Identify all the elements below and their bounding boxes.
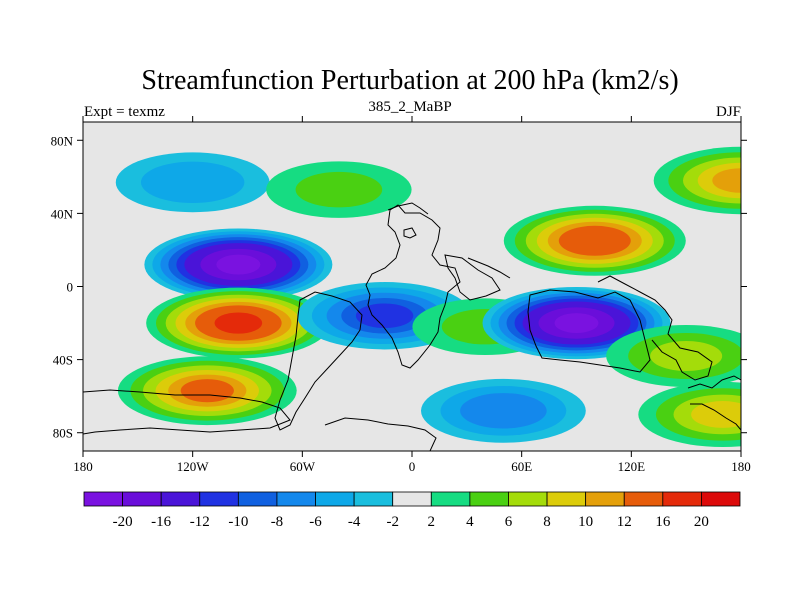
contour-band: [214, 312, 263, 334]
contour-band: [216, 254, 261, 275]
colorbar-swatch: [469, 491, 509, 507]
chart-title: Streamfunction Perturbation at 200 hPa (…: [141, 65, 678, 96]
field-feature-low-southern-ocean: [420, 378, 586, 443]
y-tick-label: 80N: [51, 133, 74, 148]
colorbar-label: 10: [578, 514, 593, 530]
field-feature-low-north-pacific: [115, 152, 270, 213]
colorbar-swatch: [585, 491, 625, 507]
colorbar-swatch: [353, 491, 394, 507]
colorbar-label: -20: [113, 514, 133, 530]
x-tick-label: 120W: [177, 459, 210, 474]
colorbar-label: 8: [543, 514, 551, 530]
right-string: DJF: [716, 104, 741, 120]
field-feature-high-far-southeast-pacific: [117, 356, 297, 426]
colorbar-swatch: [623, 491, 664, 507]
colorbar-label: -12: [190, 514, 210, 530]
colorbar-swatch: [662, 491, 702, 507]
contour-band: [558, 225, 631, 256]
field-feature-high-far-south-pacific: [638, 381, 741, 448]
colorbar-swatch: [122, 491, 162, 507]
contour-band: [295, 171, 383, 208]
map-axes: 180 120W 60W 0 60E 120E 180 80N 40N 0 40S 80S: [51, 116, 751, 474]
coast-arabia: [444, 254, 501, 301]
coast-antarctica: [324, 417, 437, 451]
y-tick-label: 80S: [53, 426, 73, 441]
colorbar-label: -8: [271, 514, 284, 530]
colorbar-label: -16: [151, 514, 171, 530]
field-feature-high-north-pacific-west: [653, 146, 741, 215]
colorbar-swatch: [199, 491, 239, 507]
contour-band: [355, 303, 414, 329]
x-tick-label: 180: [731, 459, 751, 474]
x-tick-label: 120E: [618, 459, 646, 474]
field-feature-high-north-america: [266, 161, 412, 218]
colorbar: -20 -16 -12 -10 -8 -6 -4 -2 2 4 6 8 10 12 16 20: [83, 491, 741, 530]
coast-south-america: [274, 291, 363, 431]
colorbar-label: -10: [228, 514, 248, 530]
field-feature-high-asia: [503, 205, 686, 276]
field-feature-high-south-pacific: [606, 324, 741, 387]
colorbar-swatch: [160, 491, 201, 507]
colorbar-label: 4: [466, 514, 474, 530]
coast-australia-indonesia: [527, 289, 651, 373]
contour-band: [650, 340, 723, 371]
y-tick-label: 40N: [51, 206, 74, 221]
colorbar-label: 16: [655, 514, 671, 530]
colorbar-swatch: [237, 491, 278, 507]
field-feature-low-tropical-east-pacific: [144, 228, 333, 301]
coast-far-east: [687, 375, 741, 431]
chart-subtitle: 385_2_MaBP: [368, 99, 451, 115]
left-string: Expt = texmz: [84, 104, 165, 120]
colorbar-label: 12: [617, 514, 632, 530]
contour-band: [712, 168, 741, 193]
map-panel: [82, 121, 742, 452]
x-tick-label: 180: [73, 459, 93, 474]
x-tick-label: 60E: [511, 459, 532, 474]
colorbar-swatch: [315, 491, 355, 507]
contour-band: [691, 401, 741, 428]
colorbar-swatch: [276, 491, 316, 507]
colorbar-swatch: [546, 491, 587, 507]
colorbar-label: 2: [428, 514, 436, 530]
contour-field: [115, 146, 741, 448]
contour-band: [460, 393, 547, 429]
colorbar-swatch: [392, 491, 432, 507]
colorbar-swatch: [430, 491, 471, 507]
y-tick-label: 40S: [53, 353, 73, 368]
y-tick-label: 0: [67, 280, 74, 295]
colorbar-label: 6: [505, 514, 513, 530]
coast-southern-pacific-rim: [83, 389, 291, 435]
coastlines: [83, 202, 741, 451]
contour-band: [140, 161, 245, 204]
colorbar-swatch: [83, 491, 123, 507]
colorbar-swatch: [701, 491, 741, 507]
colorbar-label: 20: [694, 514, 709, 530]
x-tick-label: 0: [409, 459, 416, 474]
colorbar-label: -2: [386, 514, 399, 530]
contour-band: [554, 313, 599, 333]
coast-africa: [365, 204, 461, 369]
coast-europe: [387, 202, 511, 279]
colorbar-label: -4: [348, 514, 361, 530]
colorbar-swatch: [508, 491, 548, 507]
contour-band: [180, 379, 234, 403]
x-tick-label: 60W: [290, 459, 316, 474]
field-feature-high-southern-east-pacific: [146, 287, 331, 359]
coast-east-asia: [597, 275, 713, 381]
colorbar-label: -6: [309, 514, 322, 530]
